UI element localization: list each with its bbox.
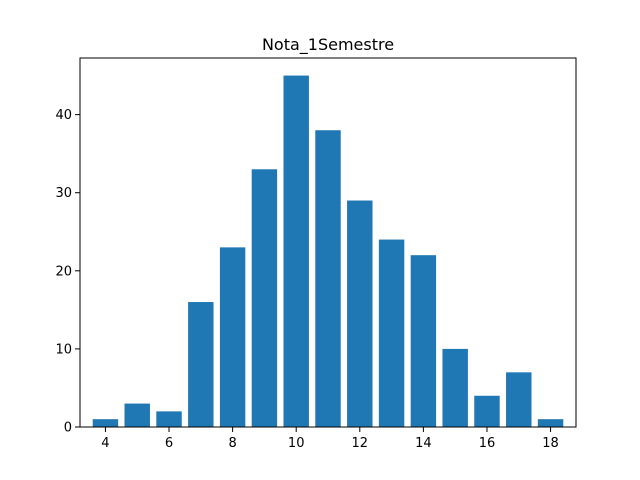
x-axis: 4 6 8 10 12 14 16 18	[101, 427, 559, 451]
x-tick-label-10: 10	[288, 436, 305, 451]
x-tick-label-12: 12	[352, 436, 369, 451]
bar-13	[378, 239, 405, 427]
bar-14	[410, 255, 437, 427]
bar-6	[156, 411, 182, 427]
bar-7	[188, 302, 214, 427]
bar-5	[124, 403, 150, 427]
bars-group	[92, 75, 564, 428]
x-tick-label-6: 6	[165, 436, 173, 451]
x-tick-label-8: 8	[228, 436, 236, 451]
y-tick-label-0: 0	[64, 421, 72, 436]
bar-12	[347, 200, 373, 427]
bar-9	[251, 169, 278, 428]
chart-title: Nota_1Semestre	[262, 35, 394, 55]
y-tick-label-30: 30	[55, 186, 72, 201]
y-axis: 0 10 20 30 40	[55, 108, 80, 436]
bar-16	[474, 395, 500, 427]
bar-11	[315, 130, 341, 427]
x-tick-label-4: 4	[101, 436, 109, 451]
bar-8	[219, 247, 246, 427]
y-tick-label-10: 10	[55, 342, 72, 357]
plot-area-frame	[79, 57, 577, 428]
x-tick-label-16: 16	[479, 436, 496, 451]
bar-15	[442, 348, 468, 427]
bar-4	[92, 419, 119, 427]
bar-18	[537, 419, 564, 427]
bar-10	[283, 75, 309, 428]
y-tick-label-20: 20	[55, 264, 72, 279]
x-tick-label-18: 18	[542, 436, 559, 451]
bar-17	[506, 372, 532, 427]
y-tick-label-40: 40	[55, 108, 72, 123]
x-tick-label-14: 14	[415, 436, 432, 451]
